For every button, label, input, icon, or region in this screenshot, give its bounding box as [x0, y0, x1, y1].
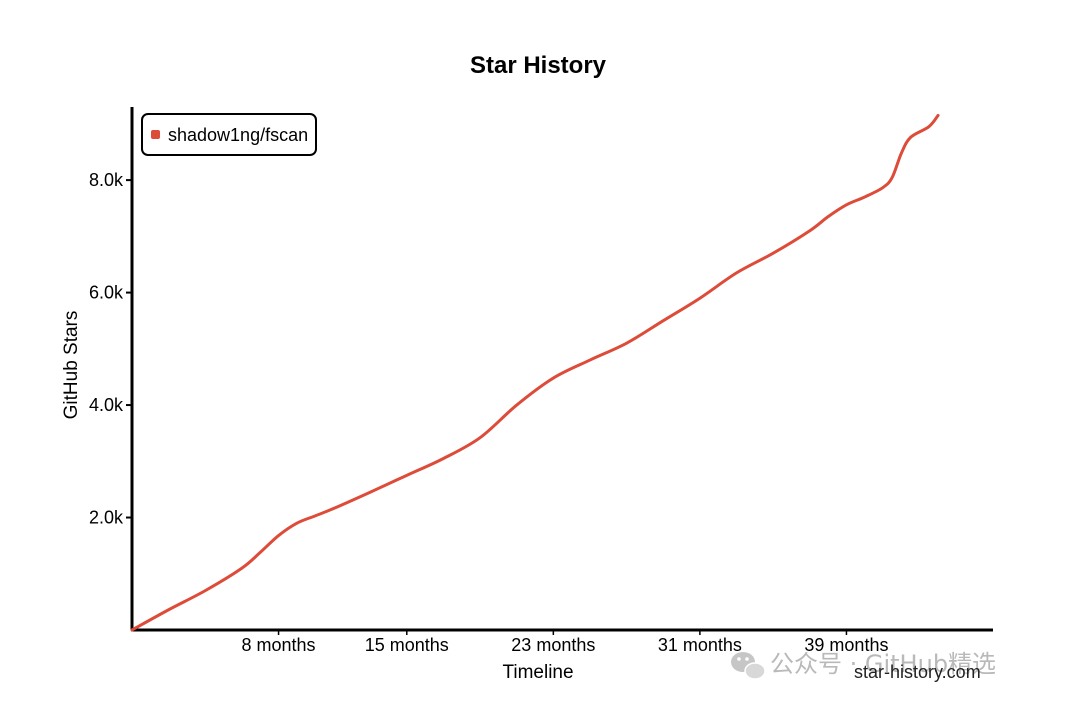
- y-ticks: 2.0k 4.0k 6.0k 8.0k: [89, 170, 132, 528]
- x-tick-label: 39 months: [804, 635, 888, 655]
- y-tick-label: 4.0k: [89, 395, 124, 415]
- plot-area: 2.0k 4.0k 6.0k 8.0k 8 months 15 months 23 mon…: [89, 107, 993, 655]
- watermark-text: 公众号 · GitHub精选: [770, 650, 996, 678]
- legend: shadow1ng/fscan: [141, 113, 317, 156]
- series-layer: [130, 113, 940, 632]
- series-line: [130, 113, 940, 632]
- legend-swatch: [151, 130, 160, 139]
- y-tick-label: 6.0k: [89, 283, 124, 303]
- x-tick-label: 15 months: [365, 635, 449, 655]
- x-axis-label: Timeline: [502, 662, 573, 683]
- x-tick-label: 23 months: [511, 635, 595, 655]
- x-ticks: 8 months 15 months 23 months 31 months 39 mo…: [242, 630, 888, 655]
- y-tick-label: 8.0k: [89, 170, 124, 190]
- x-tick-label: 31 months: [658, 635, 742, 655]
- y-axis-label: GitHub Stars: [61, 311, 82, 420]
- site-link[interactable]: star-history.com: [854, 662, 981, 682]
- x-tick-label: 8 months: [242, 635, 316, 655]
- watermark: 公众号 · GitHub精选: [731, 650, 996, 680]
- wechat-icon: [731, 652, 766, 680]
- legend-label: shadow1ng/fscan: [168, 125, 308, 145]
- chart-title: Star History: [470, 52, 607, 79]
- legend-box: [141, 113, 317, 156]
- y-tick-label: 2.0k: [89, 508, 124, 528]
